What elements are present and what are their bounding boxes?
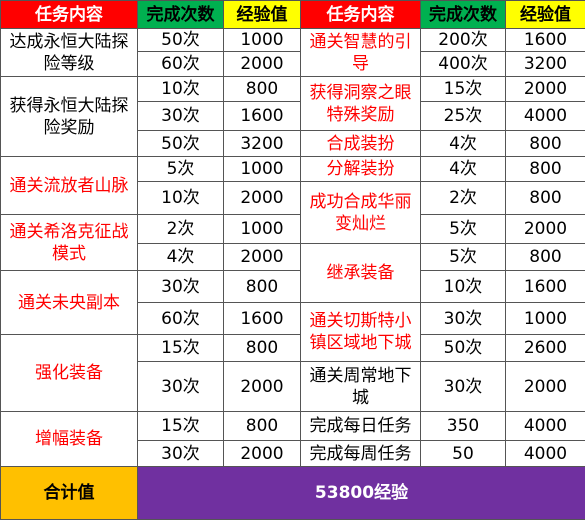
task-cell: 强化装备 bbox=[1, 335, 138, 412]
count-cell: 4次 bbox=[138, 244, 224, 271]
header-cell: 任务内容 bbox=[1, 1, 138, 29]
exp-cell: 1600 bbox=[506, 271, 585, 303]
exp-cell: 2000 bbox=[506, 77, 585, 102]
exp-cell: 1000 bbox=[224, 29, 301, 52]
exp-cell: 800 bbox=[224, 271, 301, 303]
count-cell: 30次 bbox=[421, 303, 506, 335]
count-cell: 5次 bbox=[421, 244, 506, 271]
exp-cell: 800 bbox=[506, 131, 585, 157]
count-cell: 60次 bbox=[138, 52, 224, 77]
exp-cell: 2000 bbox=[506, 215, 585, 244]
exp-cell: 2000 bbox=[224, 244, 301, 271]
exp-cell: 1000 bbox=[224, 215, 301, 244]
task-cell: 完成每周任务 bbox=[301, 441, 421, 467]
count-cell: 50次 bbox=[421, 335, 506, 362]
task-cell: 合成装扮 bbox=[301, 131, 421, 157]
exp-cell: 800 bbox=[506, 157, 585, 182]
count-cell: 400次 bbox=[421, 52, 506, 77]
task-cell: 获得洞察之眼特殊奖励 bbox=[301, 77, 421, 131]
exp-cell: 2000 bbox=[224, 362, 301, 412]
count-cell: 25次 bbox=[421, 102, 506, 131]
total-value: 53800经验 bbox=[138, 467, 585, 520]
task-cell: 通关周常地下城 bbox=[301, 362, 421, 412]
exp-cell: 4000 bbox=[506, 412, 585, 441]
header-row: 任务内容完成次数经验值任务内容完成次数经验值 bbox=[1, 1, 585, 29]
task-cell: 完成每日任务 bbox=[301, 412, 421, 441]
exp-cell: 800 bbox=[224, 77, 301, 102]
exp-cell: 1600 bbox=[506, 29, 585, 52]
exp-cell: 4000 bbox=[506, 441, 585, 467]
task-cell: 达成永恒大陆探险等级 bbox=[1, 29, 138, 77]
header-cell: 经验值 bbox=[506, 1, 585, 29]
task-cell: 增幅装备 bbox=[1, 412, 138, 467]
exp-cell: 4000 bbox=[506, 102, 585, 131]
count-cell: 4次 bbox=[421, 157, 506, 182]
exp-cell: 1000 bbox=[506, 303, 585, 335]
task-cell: 通关希洛克征战模式 bbox=[1, 215, 138, 271]
task-cell: 通关流放者山脉 bbox=[1, 157, 138, 215]
count-cell: 10次 bbox=[421, 271, 506, 303]
exp-cell: 2000 bbox=[224, 52, 301, 77]
exp-cell: 1600 bbox=[224, 303, 301, 335]
task-cell: 通关切斯特小镇区域地下城 bbox=[301, 303, 421, 362]
exp-cell: 1600 bbox=[224, 102, 301, 131]
count-cell: 30次 bbox=[138, 362, 224, 412]
exp-cell: 1000 bbox=[224, 157, 301, 182]
count-cell: 2次 bbox=[138, 215, 224, 244]
count-cell: 30次 bbox=[421, 362, 506, 412]
count-cell: 30次 bbox=[138, 441, 224, 467]
count-cell: 15次 bbox=[138, 335, 224, 362]
count-cell: 15次 bbox=[421, 77, 506, 102]
exp-cell: 800 bbox=[224, 412, 301, 441]
header-cell: 任务内容 bbox=[301, 1, 421, 29]
task-cell: 通关未央副本 bbox=[1, 271, 138, 335]
task-cell: 通关智慧的引导 bbox=[301, 29, 421, 77]
task-cell: 继承装备 bbox=[301, 244, 421, 303]
exp-cell: 800 bbox=[506, 244, 585, 271]
header-cell: 完成次数 bbox=[421, 1, 506, 29]
count-cell: 10次 bbox=[138, 182, 224, 215]
count-cell: 60次 bbox=[138, 303, 224, 335]
count-cell: 350 bbox=[421, 412, 506, 441]
count-cell: 2次 bbox=[421, 182, 506, 215]
count-cell: 10次 bbox=[138, 77, 224, 102]
task-cell: 获得永恒大陆探险奖励 bbox=[1, 77, 138, 157]
count-cell: 15次 bbox=[138, 412, 224, 441]
count-cell: 200次 bbox=[421, 29, 506, 52]
exp-cell: 2600 bbox=[506, 335, 585, 362]
count-cell: 50次 bbox=[138, 131, 224, 157]
task-cell: 分解装扮 bbox=[301, 157, 421, 182]
count-cell: 5次 bbox=[138, 157, 224, 182]
exp-cell: 3200 bbox=[506, 52, 585, 77]
count-cell: 4次 bbox=[421, 131, 506, 157]
exp-cell: 800 bbox=[224, 335, 301, 362]
count-cell: 5次 bbox=[421, 215, 506, 244]
count-cell: 50次 bbox=[138, 29, 224, 52]
exp-cell: 2000 bbox=[506, 362, 585, 412]
count-cell: 30次 bbox=[138, 102, 224, 131]
header-cell: 经验值 bbox=[224, 1, 301, 29]
total-label: 合计值 bbox=[1, 467, 138, 520]
exp-cell: 2000 bbox=[224, 182, 301, 215]
exp-cell: 800 bbox=[506, 182, 585, 215]
count-cell: 30次 bbox=[138, 271, 224, 303]
exp-cell: 2000 bbox=[224, 441, 301, 467]
header-cell: 完成次数 bbox=[138, 1, 224, 29]
count-cell: 50 bbox=[421, 441, 506, 467]
exp-cell: 3200 bbox=[224, 131, 301, 157]
task-cell: 成功合成华丽变灿烂 bbox=[301, 182, 421, 244]
